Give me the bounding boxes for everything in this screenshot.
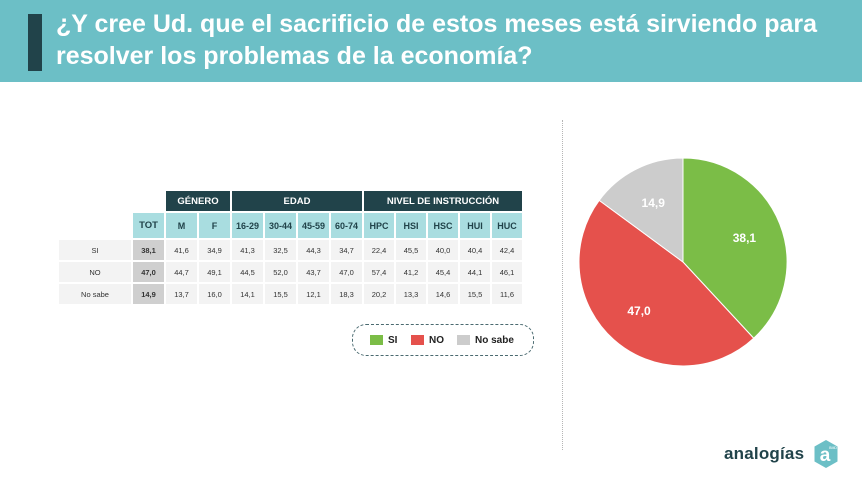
table-cell: 14,1 (232, 284, 263, 304)
table-cell: 44,1 (460, 262, 490, 282)
table-row: SI 38,1 41,6 34,9 41,3 32,5 44,3 34,7 22… (59, 240, 522, 260)
total-cell: 38,1 (133, 240, 164, 260)
total-cell: 14,9 (133, 284, 164, 304)
legend-item-si: SI (370, 334, 397, 346)
results-table: GÉNERO EDAD NIVEL DE INSTRUCCIÓN TOT M F… (57, 189, 524, 306)
table-cell: 15,5 (460, 284, 490, 304)
table-corner-empty (59, 191, 131, 211)
table-rowlabel-empty (59, 213, 131, 238)
table-cell: 15,5 (265, 284, 296, 304)
table-cell: 57,4 (364, 262, 394, 282)
pie-chart: 38,1 47,0 14,9 (578, 157, 788, 367)
table-cell: 41,6 (166, 240, 197, 260)
table-cell: 40,4 (460, 240, 490, 260)
table-cell: 11,6 (492, 284, 522, 304)
column-header: 45-59 (298, 213, 329, 238)
table-column-row: TOT M F 16-29 30-44 45-59 60-74 HPC HSI … (59, 213, 522, 238)
table-cell: 41,2 (396, 262, 426, 282)
table-cell: 22,4 (364, 240, 394, 260)
pie-slice-no (578, 199, 755, 367)
table-cell: 13,3 (396, 284, 426, 304)
column-header: HSC (428, 213, 458, 238)
table-group-row: GÉNERO EDAD NIVEL DE INSTRUCCIÓN (59, 191, 522, 211)
table-cell: 44,5 (232, 262, 263, 282)
header-accent-bar (28, 14, 42, 71)
legend-item-no: NO (411, 334, 444, 346)
group-header-edad: EDAD (232, 191, 362, 211)
table-tot-group-empty (133, 191, 164, 211)
table-cell: 41,3 (232, 240, 263, 260)
row-label: SI (59, 240, 131, 260)
brand-badge-letter: a (820, 445, 831, 466)
table-cell: 44,7 (166, 262, 197, 282)
brand-badge-mark: BMD (829, 446, 837, 450)
table-cell: 32,5 (265, 240, 296, 260)
total-cell: 47,0 (133, 262, 164, 282)
column-header: 30-44 (265, 213, 296, 238)
legend-swatch-no (411, 335, 424, 345)
legend-label: SI (388, 334, 398, 346)
pie-slice-no-sabe (598, 157, 684, 263)
table-cell: 34,7 (331, 240, 362, 260)
table-row: No sabe 14,9 13,7 16,0 14,1 15,5 12,1 18… (59, 284, 522, 304)
table-cell: 18,3 (331, 284, 362, 304)
group-header-nivel: NIVEL DE INSTRUCCIÓN (364, 191, 522, 211)
table-cell: 16,0 (199, 284, 230, 304)
column-header: TOT (133, 213, 164, 238)
table-row: NO 47,0 44,7 49,1 44,5 52,0 43,7 47,0 57… (59, 262, 522, 282)
table-cell: 34,9 (199, 240, 230, 260)
pie-slice-si (682, 157, 788, 339)
section-divider (562, 120, 563, 450)
legend-swatch-si (370, 335, 383, 345)
brand-badge-icon: a BMD (814, 440, 838, 468)
column-header: HUC (492, 213, 522, 238)
column-header: 60-74 (331, 213, 362, 238)
column-header: F (199, 213, 230, 238)
column-header: HPC (364, 213, 394, 238)
table-cell: 52,0 (265, 262, 296, 282)
table-cell: 42,4 (492, 240, 522, 260)
group-header-genero: GÉNERO (166, 191, 230, 211)
column-header: HUI (460, 213, 490, 238)
legend-item-no-sabe: No sabe (457, 334, 514, 346)
table-cell: 46,1 (492, 262, 522, 282)
page-title: ¿Y cree Ud. que el sacrificio de estos m… (56, 10, 817, 70)
table-cell: 45,4 (428, 262, 458, 282)
column-header: 16-29 (232, 213, 263, 238)
row-label: No sabe (59, 284, 131, 304)
table-cell: 43,7 (298, 262, 329, 282)
table-cell: 47,0 (331, 262, 362, 282)
legend-label: No sabe (475, 334, 514, 346)
table-cell: 13,7 (166, 284, 197, 304)
pie-data-label: 47,0 (627, 304, 651, 318)
table-cell: 20,2 (364, 284, 394, 304)
column-header: M (166, 213, 197, 238)
table-cell: 49,1 (199, 262, 230, 282)
table-cell: 44,3 (298, 240, 329, 260)
row-label: NO (59, 262, 131, 282)
legend-swatch-no-sabe (457, 335, 470, 345)
table-cell: 14,6 (428, 284, 458, 304)
legend-label: NO (429, 334, 444, 346)
table-cell: 40,0 (428, 240, 458, 260)
header-banner: ¿Y cree Ud. que el sacrificio de estos m… (0, 0, 862, 82)
brand-wordmark: analogías (724, 444, 805, 463)
column-header: HSI (396, 213, 426, 238)
pie-data-label: 14,9 (642, 196, 666, 210)
table-cell: 12,1 (298, 284, 329, 304)
chart-legend: SI NO No sabe (352, 324, 534, 356)
pie-data-label: 38,1 (733, 231, 757, 245)
table-cell: 45,5 (396, 240, 426, 260)
